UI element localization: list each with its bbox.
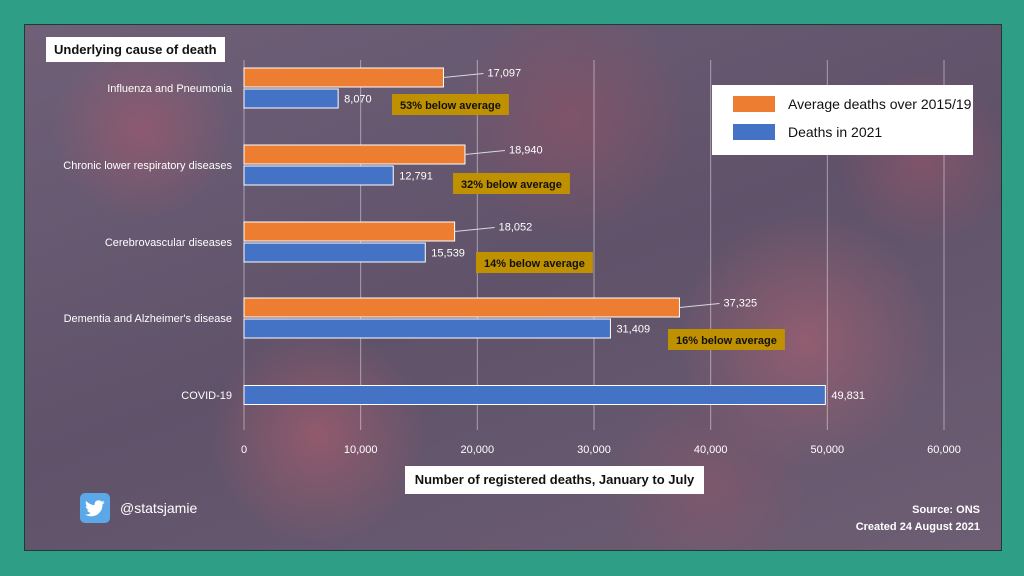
- x-tick-label: 10,000: [344, 444, 378, 456]
- value-label-2021: 49,831: [831, 390, 865, 402]
- x-tick-label: 0: [241, 444, 247, 456]
- created-date: Created 24 August 2021: [855, 521, 980, 533]
- value-label-average: 37,325: [723, 298, 757, 310]
- twitter-bird-icon: [80, 493, 110, 523]
- handle-text: @statsjamie: [120, 500, 198, 516]
- annotation-badge: [668, 329, 785, 350]
- x-tick-label: 20,000: [461, 444, 495, 456]
- value-label-average: 17,097: [487, 68, 521, 80]
- category-label: Dementia and Alzheimer's disease: [64, 313, 232, 325]
- bar-average: [243, 67, 444, 88]
- category-label: COVID-19: [181, 390, 232, 402]
- category-label: Influenza and Pneumonia: [107, 83, 233, 95]
- annotation-text: 32% below average: [461, 179, 562, 191]
- bar-2021: [243, 88, 339, 109]
- bar-2021: [243, 165, 394, 186]
- legend-label-2021: Deaths in 2021: [788, 124, 883, 140]
- leader-line: [464, 150, 506, 155]
- annotation-text: 53% below average: [400, 100, 501, 112]
- annotation-badge: [476, 252, 593, 273]
- x-tick-label: 40,000: [694, 444, 728, 456]
- bar-average: [243, 221, 456, 242]
- legend-label-average: Average deaths over 2015/19: [788, 96, 972, 112]
- social-handle: @statsjamie: [80, 492, 197, 524]
- value-label-2021: 31,409: [616, 324, 650, 336]
- value-label-2021: 8,070: [344, 94, 372, 106]
- annotation-badge: [453, 173, 570, 194]
- bar-2021: [243, 385, 826, 405]
- leader-line: [443, 73, 484, 78]
- annotation-text: 14% below average: [484, 258, 585, 270]
- value-label-2021: 15,539: [431, 248, 465, 260]
- source-text: Source: ONS: [912, 504, 980, 516]
- source-note: Source: ONS Created 24 August 2021: [856, 502, 980, 536]
- leader-line: [454, 227, 495, 232]
- legend-swatch-average: [732, 95, 776, 113]
- value-label-average: 18,052: [499, 222, 533, 234]
- x-tick-label: 30,000: [577, 444, 611, 456]
- bar-average: [243, 297, 680, 318]
- category-label: Cerebrovascular diseases: [105, 237, 233, 249]
- leader-line: [679, 303, 720, 308]
- annotation-badge: [392, 94, 509, 115]
- bar-average: [243, 144, 466, 165]
- category-label: Chronic lower respiratory diseases: [63, 160, 232, 172]
- annotation-text: 16% below average: [676, 335, 777, 347]
- value-label-average: 18,940: [509, 145, 543, 157]
- x-tick-label: 60,000: [927, 444, 961, 456]
- bar-2021: [243, 242, 426, 263]
- legend: Average deaths over 2015/19 Deaths in 20…: [712, 85, 973, 155]
- bar-2021: [243, 318, 611, 339]
- legend-item-2021: Deaths in 2021: [732, 123, 882, 141]
- legend-item-average: Average deaths over 2015/19: [732, 95, 971, 113]
- x-axis-label: Number of registered deaths, January to …: [405, 466, 704, 494]
- legend-swatch-2021: [732, 123, 776, 141]
- chart-title: Underlying cause of death: [46, 37, 225, 62]
- value-label-2021: 12,791: [399, 171, 433, 183]
- x-tick-label: 50,000: [811, 444, 845, 456]
